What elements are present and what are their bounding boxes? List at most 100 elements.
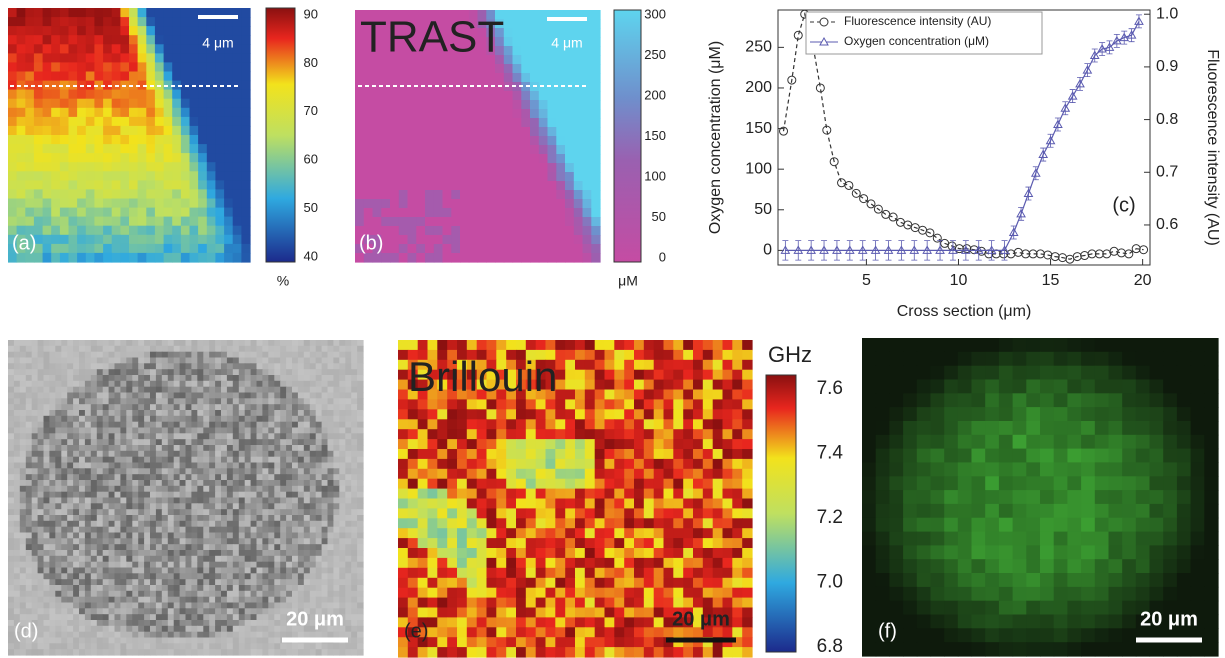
image-pixel	[115, 538, 122, 544]
image-pixel	[146, 99, 155, 109]
image-pixel	[286, 544, 293, 550]
image-pixel	[328, 398, 335, 404]
image-pixel	[55, 340, 62, 346]
image-pixel	[257, 556, 264, 562]
image-pixel	[574, 55, 583, 65]
image-pixel	[186, 486, 193, 492]
image-pixel	[322, 416, 329, 422]
image-pixel	[357, 579, 364, 585]
image-pixel	[310, 562, 317, 568]
image-pixel	[138, 422, 145, 428]
image-pixel	[408, 244, 417, 254]
image-pixel	[304, 498, 311, 504]
image-pixel	[112, 90, 121, 100]
image-pixel	[60, 72, 69, 82]
image-pixel	[723, 350, 733, 361]
image-pixel	[55, 527, 62, 533]
image-pixel	[103, 226, 112, 236]
image-pixel	[292, 439, 299, 445]
image-pixel	[17, 217, 26, 227]
image-pixel	[115, 410, 122, 416]
image-pixel	[251, 591, 258, 597]
image-pixel	[257, 369, 264, 375]
image-pixel	[339, 521, 346, 527]
image-pixel	[245, 439, 252, 445]
image-pixel	[61, 515, 68, 521]
image-pixel	[241, 35, 250, 45]
image-pixel	[339, 527, 346, 533]
image-pixel	[310, 433, 317, 439]
image-pixel	[120, 509, 127, 515]
image-pixel	[20, 509, 27, 515]
image-pixel	[673, 370, 683, 381]
image-pixel	[17, 44, 26, 54]
image-pixel	[644, 370, 654, 381]
image-pixel	[197, 480, 204, 486]
image-pixel	[227, 638, 234, 644]
image-pixel	[180, 492, 187, 498]
image-pixel	[174, 603, 181, 609]
image-pixel	[390, 118, 399, 128]
image-pixel	[55, 620, 62, 626]
image-pixel	[215, 398, 222, 404]
image-pixel	[34, 53, 43, 63]
image-pixel	[144, 404, 151, 410]
image-pixel	[373, 109, 382, 119]
image-pixel	[478, 91, 487, 101]
image-pixel	[381, 253, 390, 263]
image-pixel	[103, 358, 110, 364]
image-pixel	[94, 8, 103, 18]
image-pixel	[251, 521, 258, 527]
image-pixel	[97, 398, 104, 404]
image-pixel	[17, 180, 26, 190]
image-pixel	[162, 643, 169, 649]
image-pixel	[221, 503, 228, 509]
image-pixel	[115, 614, 122, 620]
image-pixel	[26, 597, 33, 603]
image-pixel	[351, 579, 358, 585]
image-pixel	[34, 108, 43, 118]
image-pixel	[91, 468, 98, 474]
image-pixel	[85, 363, 92, 369]
image-pixel	[162, 585, 169, 591]
image-pixel	[221, 608, 228, 614]
image-pixel	[262, 486, 269, 492]
image-pixel	[304, 591, 311, 597]
image-pixel	[209, 503, 216, 509]
image-pixel	[79, 480, 86, 486]
image-pixel	[144, 544, 151, 550]
image-pixel	[197, 416, 204, 422]
image-pixel	[168, 527, 175, 533]
image-pixel	[434, 127, 443, 137]
image-pixel	[241, 53, 250, 63]
image-pixel	[227, 340, 234, 346]
image-pixel	[233, 44, 242, 54]
image-pixel	[207, 199, 216, 209]
image-pixel	[310, 544, 317, 550]
image-pixel	[156, 533, 163, 539]
image-pixel	[25, 99, 34, 109]
image-pixel	[180, 404, 187, 410]
image-pixel	[126, 498, 133, 504]
image-pixel	[156, 550, 163, 556]
image-pixel	[181, 53, 190, 63]
image-pixel	[322, 468, 329, 474]
image-pixel	[268, 626, 275, 632]
image-pixel	[221, 521, 228, 527]
image-pixel	[67, 521, 74, 527]
image-pixel	[209, 416, 216, 422]
image-pixel	[115, 556, 122, 562]
image-pixel	[408, 253, 417, 263]
image-pixel	[85, 562, 92, 568]
image-pixel	[373, 91, 382, 101]
image-pixel	[268, 527, 275, 533]
image-pixel	[91, 393, 98, 399]
image-pixel	[32, 468, 39, 474]
image-pixel	[298, 632, 305, 638]
image-pixel	[103, 35, 112, 45]
image-pixel	[168, 620, 175, 626]
image-pixel	[328, 643, 335, 649]
image-pixel	[126, 538, 133, 544]
image-pixel	[186, 404, 193, 410]
image-pixel	[55, 404, 62, 410]
